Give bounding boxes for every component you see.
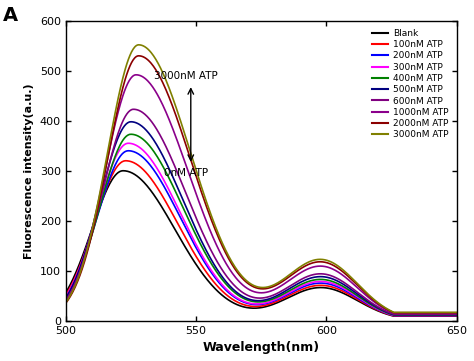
Legend: Blank, 100nM ATP, 200nM ATP, 300nM ATP, 400nM ATP, 500nM ATP, 600nM ATP, 1000nM : Blank, 100nM ATP, 200nM ATP, 300nM ATP, …: [369, 25, 452, 143]
Text: 0nM ATP: 0nM ATP: [164, 168, 208, 178]
Text: 3000nM ATP: 3000nM ATP: [154, 71, 218, 81]
Text: A: A: [3, 6, 18, 25]
X-axis label: Wavelength(nm): Wavelength(nm): [202, 341, 319, 354]
Y-axis label: Fluorescence intensity(a.u.): Fluorescence intensity(a.u.): [24, 83, 34, 258]
